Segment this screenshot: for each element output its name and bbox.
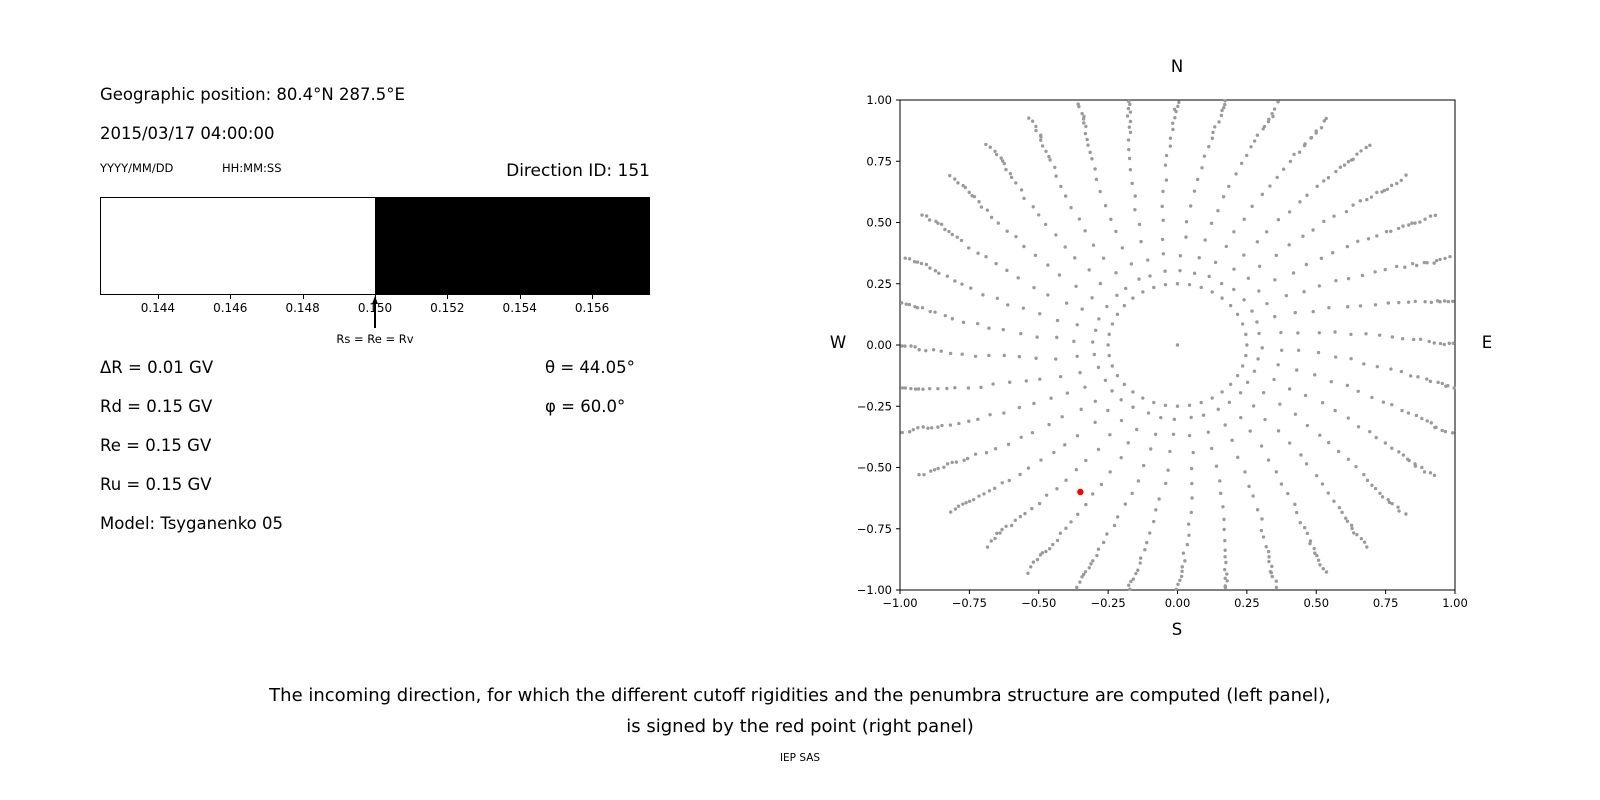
x-tick-label: −0.25 (1091, 596, 1126, 610)
penumbra-tick-label: 0.146 (213, 301, 248, 315)
penumbra-bar (100, 197, 650, 295)
x-tick-label: 1.00 (1442, 596, 1468, 610)
y-tick-label: −0.75 (857, 522, 892, 536)
penumbra-segment (375, 198, 649, 294)
y-tick-label: 0.25 (866, 277, 892, 291)
param-rd: Rd = 0.15 GV (100, 397, 213, 416)
compass-label-north: N (1170, 57, 1184, 76)
param-ru: Ru = 0.15 GV (100, 475, 212, 494)
x-tick-label: 0.50 (1303, 596, 1329, 610)
x-tick-label: −0.75 (952, 596, 987, 610)
date-format-label: YYYY/MM/DD (100, 161, 174, 175)
x-tick-label: 0.00 (1165, 596, 1191, 610)
x-tick-label: 0.25 (1234, 596, 1260, 610)
param-re: Re = 0.15 GV (100, 436, 212, 455)
figure-caption: The incoming direction, for which the di… (0, 685, 1600, 765)
y-tick-label: −1.00 (857, 583, 892, 597)
caption-line-1: The incoming direction, for which the di… (269, 685, 1331, 706)
x-tick-label: −0.50 (1021, 596, 1056, 610)
param-model: Model: Tsyganenko 05 (100, 514, 284, 533)
arrow-line (374, 303, 376, 328)
direction-id-text: Direction ID: 151 (506, 161, 650, 181)
penumbra-tick-label: 0.144 (140, 301, 176, 315)
y-tick-label: −0.50 (857, 461, 892, 475)
y-tick-label: 0.00 (866, 338, 892, 352)
direction-scatter-plot: −1.00 −0.75 −0.50 −0.25 0.00 0.25 0.50 0.75 1.00… (857, 93, 1468, 610)
penumbra-segment (101, 198, 375, 294)
compass-label-south: S (1171, 620, 1183, 639)
penumbra-tick (157, 295, 159, 299)
penumbra-tick-label: 0.154 (502, 301, 537, 315)
param-delta-r: ΔR = 0.01 GV (100, 358, 214, 377)
penumbra-tick (302, 295, 304, 299)
penumbra-tick (519, 295, 521, 299)
arrow-head-icon (372, 296, 378, 304)
direction-dots (899, 99, 1456, 591)
y-tick-label: 1.00 (866, 93, 892, 107)
compass-label-west: W (829, 333, 847, 352)
geographic-position-text: Geographic position: 80.4°N 287.5°E (100, 85, 405, 104)
penumbra-tick-label: 0.148 (285, 301, 320, 315)
compass-label-east: E (1481, 333, 1493, 352)
penumbra-tick (447, 295, 449, 299)
x-tick-label: −1.00 (882, 596, 917, 610)
time-format-label: HH:MM:SS (222, 161, 282, 175)
datetime-text: 2015/03/17 04:00:00 (100, 124, 275, 143)
caption-line-2: is signed by the red point (right panel) (626, 715, 974, 737)
penumbra-tick-label: 0.152 (430, 301, 465, 315)
credit-text: IEP SAS (779, 752, 821, 765)
penumbra-tick (230, 295, 232, 299)
cutoff-arrow-icon (372, 296, 378, 328)
penumbra-tick (592, 295, 594, 299)
y-tick-label: 0.75 (866, 154, 892, 168)
param-theta: θ = 44.05° (545, 358, 635, 377)
penumbra-tick-label: 0.156 (574, 301, 610, 315)
y-tick-label: −0.25 (857, 399, 892, 413)
y-tick-label: 0.50 (866, 216, 892, 230)
x-tick-label: 0.75 (1373, 596, 1399, 610)
selected-direction-point (1077, 488, 1084, 496)
cutoff-arrow-label: Rs = Re = Rv (336, 332, 414, 346)
param-phi: φ = 60.0° (545, 397, 626, 416)
